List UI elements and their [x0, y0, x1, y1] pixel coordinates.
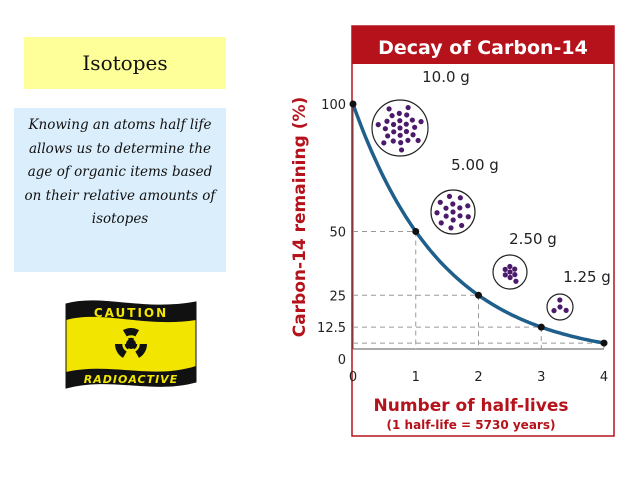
y-tick-label: 25 — [329, 289, 346, 304]
flag-bottom-band — [66, 366, 196, 388]
data-point — [412, 228, 420, 235]
sample-circle: 5.00 g — [430, 156, 499, 235]
data-point — [600, 339, 608, 347]
sample-dot — [391, 129, 397, 135]
sample-dot — [386, 106, 392, 112]
sample-dot — [437, 199, 443, 205]
sample-dot — [397, 132, 403, 138]
y-tick-label: 100 — [321, 98, 346, 113]
sample-dot — [507, 274, 513, 281]
sample-dot — [434, 210, 440, 216]
sample-mass-label: 10.0 g — [422, 68, 470, 86]
sample-dot — [443, 205, 449, 211]
sample-dot — [397, 118, 403, 124]
sample-dot — [448, 225, 454, 231]
sample-dot — [405, 137, 411, 143]
sample-dot — [375, 122, 381, 128]
flag-bottom-text: RADIOACTIVE — [84, 373, 178, 386]
sample-dot — [507, 269, 513, 275]
sample-dot — [512, 272, 518, 278]
sample-dot — [385, 133, 391, 139]
sample-dot — [450, 209, 456, 215]
sample-dot — [512, 266, 518, 272]
sample-dot — [457, 205, 463, 211]
sample-dot — [384, 118, 390, 124]
sample-dot — [446, 193, 453, 199]
sample-dot — [563, 307, 569, 313]
sample-mass-label: 5.00 g — [451, 156, 499, 174]
sample-circle: 1.25 g — [546, 268, 611, 321]
sample-dot — [418, 118, 424, 125]
sample-dot — [557, 304, 563, 310]
x-axis-note: (1 half-life = 5730 years) — [387, 418, 556, 432]
sample-circles: 10.0 g 5.00 g 2.50 g 1.25 g — [371, 68, 611, 321]
sample-mass-label: 1.25 g — [563, 268, 611, 286]
sample-dot — [557, 297, 563, 303]
sample-dot — [513, 278, 519, 284]
sample-dot — [405, 104, 411, 111]
sample-dot — [465, 214, 471, 220]
sample-dot — [410, 132, 416, 138]
axis-ticks: 0 12.5 25 50 100 0 1 2 3 4 — [317, 98, 608, 385]
chart-frame — [351, 25, 615, 437]
y-tick-label: 0 — [338, 353, 346, 368]
x-tick-label: 3 — [537, 370, 545, 385]
y-tick-label: 50 — [329, 226, 346, 241]
sample-dot — [398, 140, 404, 146]
sample-mass-label: 2.50 g — [509, 230, 557, 248]
sample-dot — [551, 308, 557, 314]
data-point — [349, 100, 357, 108]
sample-dot — [390, 121, 397, 128]
x-tick-label: 0 — [349, 370, 357, 385]
sample-dot — [415, 137, 421, 144]
description-text: Knowing an atoms half life allows us to … — [24, 117, 216, 227]
carbon-decay-chart: Decay of Carbon-14 0 12.5 25 50 100 0 1 2 3 4 10.… — [290, 25, 615, 437]
slide-title-box: Isotopes — [24, 37, 226, 89]
sample-dot — [398, 147, 405, 153]
sample-circle: 2.50 g — [492, 230, 557, 290]
sample-dot — [397, 125, 403, 131]
sample-dot — [450, 201, 456, 207]
sample-dot — [403, 128, 410, 135]
sample-dot — [457, 195, 463, 201]
flag-top-text: CAUTION — [94, 306, 168, 320]
data-point — [537, 323, 545, 331]
sample-dot — [403, 121, 409, 127]
sample-dot — [404, 112, 410, 118]
data-points — [349, 100, 608, 347]
sample-dot — [396, 110, 402, 116]
sample-dot — [459, 222, 465, 229]
sample-dot — [382, 126, 388, 132]
data-point — [475, 291, 482, 299]
sample-dot — [457, 213, 463, 219]
sample-dot — [390, 138, 396, 144]
guide-lines — [353, 231, 605, 349]
sample-dot — [409, 117, 415, 123]
flag-top-band — [66, 300, 196, 323]
y-tick-label: 12.5 — [317, 321, 346, 336]
sample-dot — [465, 203, 471, 209]
sample-dot — [389, 113, 395, 119]
sample-dot — [502, 266, 508, 272]
radiation-trefoil-icon — [114, 327, 148, 358]
y-axis-label: Carbon-14 remaining (%) — [290, 97, 310, 338]
sample-dot — [443, 213, 449, 219]
sample-dot — [507, 263, 513, 270]
x-tick-label: 4 — [600, 370, 608, 385]
radioactive-caution-flag: CAUTION RADIOACTIVE — [65, 300, 197, 389]
sample-dot — [438, 220, 444, 226]
description-box: Knowing an atoms half life allows us to … — [14, 108, 226, 272]
x-tick-label: 2 — [474, 370, 482, 385]
x-tick-label: 1 — [412, 370, 420, 385]
sample-dot — [450, 217, 456, 223]
sample-dot — [381, 140, 387, 146]
chart-title: Decay of Carbon-14 — [378, 37, 588, 59]
slide-title: Isotopes — [82, 51, 168, 75]
sample-circle: 10.0 g — [371, 68, 470, 157]
sample-dot — [502, 272, 508, 278]
x-axis-label: Number of half-lives — [374, 396, 569, 416]
sample-dot — [412, 124, 418, 130]
chart-title-bar — [352, 26, 614, 64]
